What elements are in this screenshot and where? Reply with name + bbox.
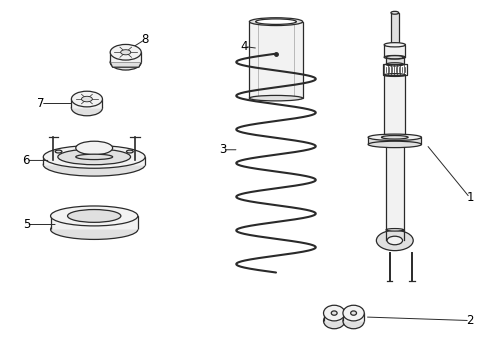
- Ellipse shape: [384, 73, 405, 76]
- Ellipse shape: [376, 230, 412, 251]
- Polygon shape: [71, 99, 102, 108]
- Ellipse shape: [71, 91, 102, 107]
- Ellipse shape: [50, 220, 138, 239]
- Polygon shape: [386, 144, 403, 230]
- Text: 8: 8: [141, 33, 148, 46]
- Text: 3: 3: [219, 143, 226, 156]
- Ellipse shape: [330, 311, 336, 315]
- Ellipse shape: [43, 153, 145, 176]
- Ellipse shape: [58, 149, 130, 165]
- Ellipse shape: [121, 50, 130, 55]
- Ellipse shape: [126, 150, 133, 153]
- Ellipse shape: [71, 100, 102, 116]
- Ellipse shape: [384, 42, 405, 47]
- Ellipse shape: [50, 206, 138, 226]
- Text: 5: 5: [22, 218, 30, 231]
- Ellipse shape: [76, 154, 112, 159]
- Text: 1: 1: [465, 191, 473, 204]
- Text: 7: 7: [37, 97, 44, 110]
- Ellipse shape: [110, 54, 141, 70]
- Polygon shape: [110, 52, 141, 62]
- Ellipse shape: [110, 44, 141, 60]
- Ellipse shape: [342, 313, 364, 329]
- Polygon shape: [50, 216, 138, 229]
- Ellipse shape: [367, 141, 421, 148]
- Polygon shape: [43, 157, 145, 165]
- Ellipse shape: [43, 145, 145, 168]
- Ellipse shape: [255, 19, 296, 24]
- Ellipse shape: [323, 305, 344, 321]
- Ellipse shape: [55, 150, 62, 153]
- Ellipse shape: [386, 63, 403, 66]
- Polygon shape: [323, 313, 344, 321]
- Polygon shape: [367, 137, 421, 144]
- Text: 4: 4: [240, 40, 248, 53]
- Ellipse shape: [381, 135, 407, 139]
- Ellipse shape: [384, 55, 405, 59]
- Ellipse shape: [76, 141, 112, 155]
- Text: 2: 2: [465, 314, 473, 327]
- Ellipse shape: [249, 95, 302, 101]
- Ellipse shape: [386, 236, 402, 245]
- Ellipse shape: [350, 311, 356, 315]
- Polygon shape: [342, 313, 364, 321]
- Polygon shape: [390, 13, 398, 45]
- Polygon shape: [384, 45, 405, 57]
- Ellipse shape: [390, 11, 398, 14]
- Text: 6: 6: [22, 154, 30, 167]
- Polygon shape: [386, 57, 403, 64]
- Ellipse shape: [367, 134, 421, 140]
- Ellipse shape: [386, 56, 403, 59]
- Ellipse shape: [249, 18, 302, 26]
- Ellipse shape: [342, 305, 364, 321]
- Polygon shape: [110, 62, 141, 67]
- Polygon shape: [384, 75, 405, 137]
- Ellipse shape: [323, 313, 344, 329]
- Ellipse shape: [386, 229, 403, 231]
- Ellipse shape: [67, 210, 121, 222]
- Ellipse shape: [384, 136, 405, 139]
- Ellipse shape: [81, 96, 92, 102]
- Polygon shape: [249, 22, 302, 98]
